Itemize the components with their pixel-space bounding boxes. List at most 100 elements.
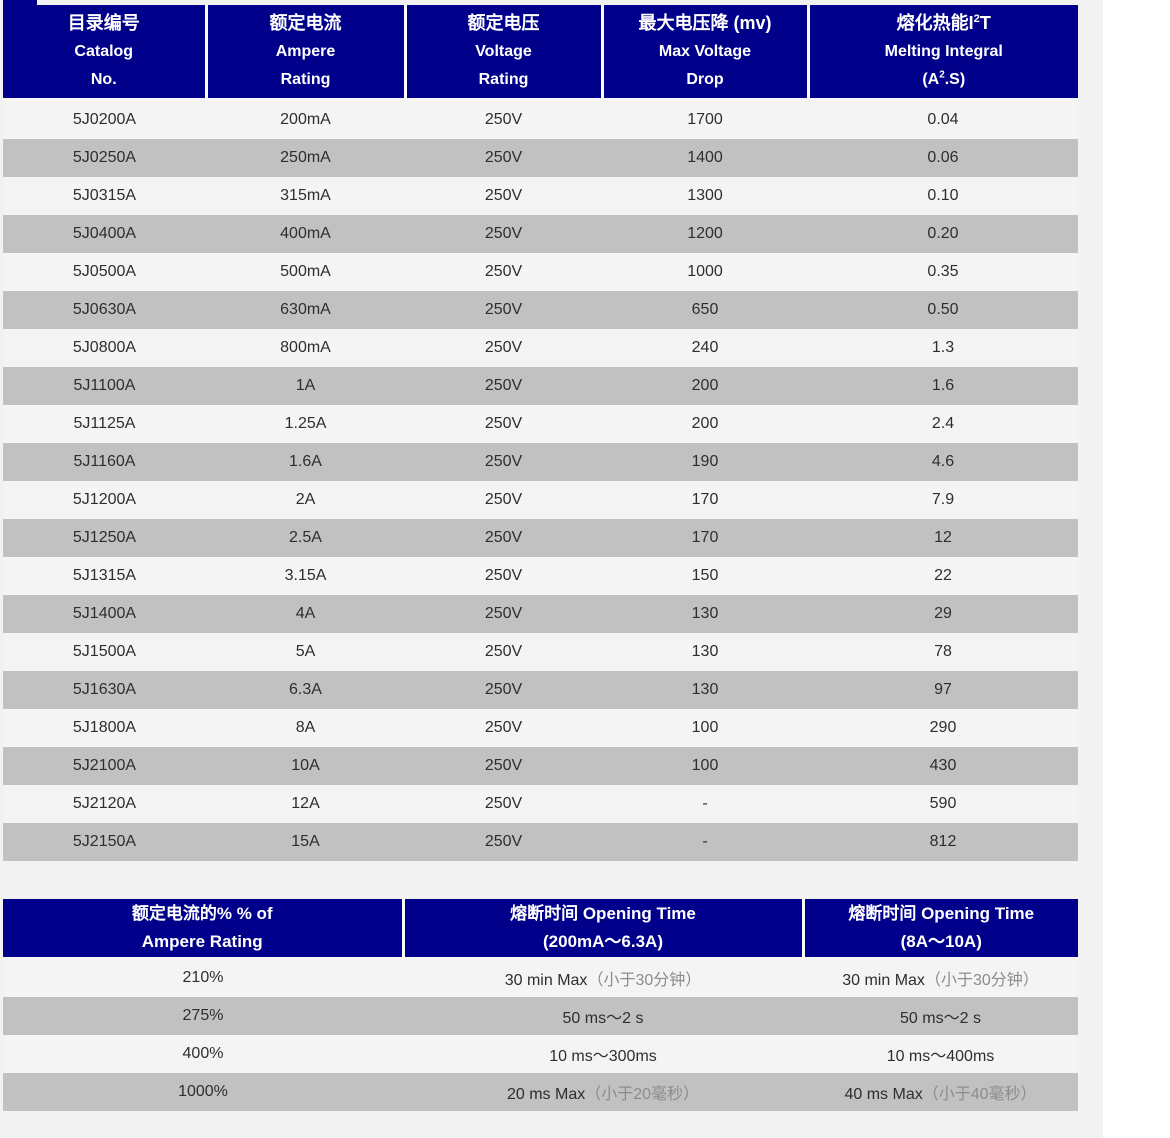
time-table-row: 275% 50 ms～2 s 50 ms～2 s [3, 997, 1078, 1035]
cell-melting-integral: 78 [934, 643, 952, 660]
th-catalog-en2: No. [90, 71, 117, 88]
opening-note: （小于20毫秒） [585, 1086, 700, 1103]
cell-ampere-rating: 4A [295, 605, 316, 622]
cell-ampere-rating: 630mA [280, 301, 331, 318]
time-table-row: 1000% 20 ms Max（小于20毫秒） 40 ms Max（小于40毫秒… [3, 1073, 1078, 1111]
cell-catalog-no: 5J0500A [72, 263, 137, 280]
spec-table-row: 5J0400A 400mA 250V 1200 0.20 [3, 215, 1078, 253]
cell-ampere-rating: 500mA [280, 263, 331, 280]
cell-catalog-no: 5J1630A [72, 681, 137, 698]
cell-max-voltage-drop: 150 [691, 567, 719, 584]
spec-table-row: 5J0250A 250mA 250V 1400 0.06 [3, 139, 1078, 177]
th-voltage-zh: 额定电压 [467, 13, 540, 33]
time-table-row: 210% 30 min Max（小于30分钟） 30 min Max（小于30分… [3, 958, 1078, 997]
cell-max-voltage-drop: - [702, 833, 708, 850]
header-notch [3, 0, 37, 9]
cell-catalog-no: 5J0250A [72, 149, 137, 166]
cell-melting-integral: 1.6 [931, 377, 955, 394]
cell-voltage-rating: 250V [484, 795, 523, 812]
spec-table-row: 5J0500A 500mA 250V 1000 0.35 [3, 253, 1078, 291]
cell-catalog-no: 5J1100A [73, 377, 136, 394]
th-opening-large-line1: 熔断时间 Opening Time [848, 904, 1035, 923]
cell-max-voltage-drop: 130 [691, 643, 719, 660]
cell-melting-integral: 29 [934, 605, 952, 622]
spec-table-row: 5J2150A 15A 250V - 812 [3, 823, 1078, 861]
cell-max-voltage-drop: 190 [691, 453, 719, 470]
th-vdrop-zh: 最大电压降 (mv) [638, 13, 772, 33]
cell-voltage-rating: 250V [484, 605, 523, 622]
cell-ampere-rating: 315mA [280, 187, 331, 204]
spec-table-row: 5J1160A 1.6A 250V 190 4.6 [3, 443, 1078, 481]
cell-ampere-rating: 10A [291, 757, 320, 774]
th-catalog-no: 目录编号 Catalog No. [3, 5, 206, 101]
cell-voltage-rating: 250V [484, 111, 523, 128]
spec-table-row: 5J1400A 4A 250V 130 29 [3, 595, 1078, 633]
cell-voltage-rating: 250V [484, 187, 523, 204]
opening-note: （小于30分钟） [587, 972, 702, 989]
cell-voltage-rating: 250V [484, 681, 523, 698]
cell-melting-integral: 2.4 [931, 415, 955, 432]
spec-table-row: 5J1100A 1A 250V 200 1.6 [3, 367, 1078, 405]
cell-percent: 275% [182, 1007, 224, 1024]
th-ampere-en1: Ampere [275, 43, 336, 60]
cell-voltage-rating: 250V [484, 453, 523, 470]
th-voltage-en2: Rating [478, 71, 529, 88]
th-catalog-en1: Catalog [74, 43, 134, 60]
th-melting-integral: 熔化热能I2T Melting Integral (A2.S) [806, 5, 1078, 101]
cell-ampere-rating: 8A [295, 719, 316, 736]
cell-voltage-rating: 250V [484, 529, 523, 546]
cell-catalog-no: 5J1125A [73, 415, 136, 432]
cell-melting-integral: 0.50 [927, 301, 959, 318]
cell-max-voltage-drop: 130 [691, 605, 719, 622]
spec-table-row: 5J0315A 315mA 250V 1300 0.10 [3, 177, 1078, 215]
cell-voltage-rating: 250V [484, 263, 523, 280]
th-opening-large-line2: (8A～10A) [900, 932, 982, 951]
cell-ampere-rating: 400mA [280, 225, 331, 242]
cell-max-voltage-drop: 100 [691, 719, 719, 736]
th-ampere-zh: 额定电流 [269, 13, 342, 33]
th-percent-of-ampere-rating: 额定电流的% % of Ampere Rating [3, 899, 403, 959]
cell-opening-large: 30 min Max（小于30分钟） [842, 972, 1039, 989]
spec-table-row: 5J1800A 8A 250V 100 290 [3, 709, 1078, 747]
cell-melting-integral: 7.9 [931, 491, 955, 508]
cell-ampere-rating: 2A [295, 491, 316, 508]
th-vdrop-en1: Max Voltage [658, 43, 752, 60]
cell-melting-integral: 0.20 [927, 225, 959, 242]
spec-table-row: 5J1500A 5A 250V 130 78 [3, 633, 1078, 671]
cell-percent: 210% [182, 969, 224, 986]
spec-table-row: 5J1630A 6.3A 250V 130 97 [3, 671, 1078, 709]
spec-table-body: 5J0200A 200mA 250V 1700 0.04 5J0250A 250… [3, 99, 1078, 861]
cell-voltage-rating: 250V [484, 719, 523, 736]
spec-table-row: 5J2100A 10A 250V 100 430 [3, 747, 1078, 785]
cell-melting-integral: 812 [929, 833, 957, 850]
spec-table-row: 5J0800A 800mA 250V 240 1.3 [3, 329, 1078, 367]
cell-ampere-rating: 1.6A [289, 453, 322, 470]
cell-percent: 400% [182, 1045, 224, 1062]
spec-table-row: 5J1125A 1.25A 250V 200 2.4 [3, 405, 1078, 443]
time-table-body: 210% 30 min Max（小于30分钟） 30 min Max（小于30分… [3, 958, 1078, 1111]
th-ampere-en2: Rating [280, 71, 331, 88]
cell-voltage-rating: 250V [484, 377, 523, 394]
cell-voltage-rating: 250V [484, 415, 523, 432]
cell-melting-integral: 590 [929, 795, 957, 812]
cell-catalog-no: 5J1500A [72, 643, 137, 660]
cell-ampere-rating: 1.25A [284, 415, 327, 432]
cell-ampere-rating: 200mA [280, 111, 331, 128]
spec-table-row: 5J1250A 2.5A 250V 170 12 [3, 519, 1078, 557]
cell-melting-integral: 22 [934, 567, 952, 584]
cell-melting-integral: 97 [934, 681, 952, 698]
cell-max-voltage-drop: 100 [691, 757, 719, 774]
cell-catalog-no: 5J2120A [72, 795, 137, 812]
cell-voltage-rating: 250V [484, 339, 523, 356]
cell-voltage-rating: 250V [484, 491, 523, 508]
opening-note: （小于30分钟） [924, 972, 1039, 989]
cell-max-voltage-drop: - [702, 795, 708, 812]
cell-max-voltage-drop: 1000 [687, 263, 723, 280]
time-table-header-row: 额定电流的% % of Ampere Rating 熔断时间 Opening T… [3, 899, 1078, 959]
cell-melting-integral: 0.06 [927, 149, 959, 166]
cell-max-voltage-drop: 170 [691, 491, 719, 508]
datasheet-page: 目录编号 Catalog No. 额定电流 Ampere Rating 额定电压… [0, 0, 1103, 1138]
th-percent-line1: 额定电流的% % of [131, 904, 273, 923]
cell-catalog-no: 5J0315A [72, 187, 137, 204]
cell-voltage-rating: 250V [484, 225, 523, 242]
